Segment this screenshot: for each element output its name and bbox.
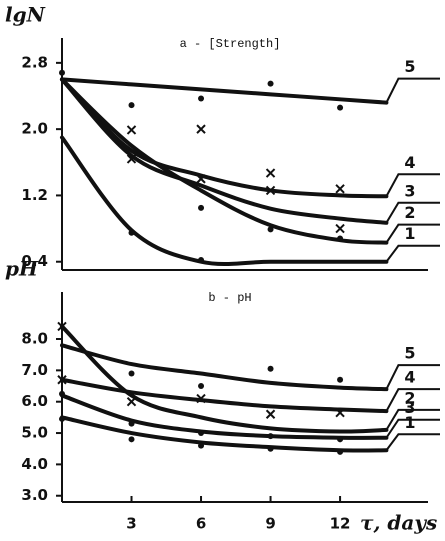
- point: [57, 375, 67, 385]
- label-leader: [385, 364, 440, 390]
- point: [128, 102, 135, 109]
- y-tick-label: 0.4: [21, 252, 48, 270]
- series-label: 5: [404, 344, 415, 363]
- point: [337, 448, 344, 455]
- point: [198, 95, 205, 102]
- point: [337, 376, 344, 383]
- label-leader: [385, 223, 440, 244]
- series-line: [60, 77, 389, 105]
- point: [335, 184, 345, 194]
- y-tick-label: 1.2: [21, 186, 48, 204]
- series-label: 2: [404, 203, 415, 222]
- series-label: 4: [404, 368, 415, 387]
- point: [267, 433, 274, 440]
- point: [128, 370, 135, 377]
- label-leader: [385, 388, 440, 412]
- y-tick-label: 6.0: [21, 392, 48, 410]
- series-label: 3: [404, 181, 415, 200]
- label-leader: [385, 244, 440, 263]
- y-tick-label: 5.0: [21, 424, 48, 442]
- label-leader: [385, 173, 440, 197]
- series-label: 1: [404, 413, 415, 432]
- y-tick-label: 4.0: [21, 455, 48, 473]
- point: [337, 235, 344, 242]
- y-tick-label: 2.0: [21, 120, 48, 138]
- series-label: 3: [404, 398, 415, 417]
- y-tick-label: 2.8: [21, 53, 48, 71]
- series-label: 5: [404, 57, 415, 76]
- series-line: [60, 77, 389, 199]
- point: [59, 415, 65, 422]
- point: [198, 204, 205, 211]
- point: [267, 226, 274, 233]
- x-tick-label: 9: [265, 515, 275, 533]
- point: [196, 124, 206, 134]
- y-tick-label: 8.0: [21, 330, 48, 348]
- point: [335, 223, 345, 234]
- point: [59, 390, 65, 397]
- point: [126, 154, 137, 164]
- series-label: 4: [404, 153, 415, 172]
- series-line: [60, 77, 389, 225]
- series-label: 2: [404, 388, 415, 407]
- point: [267, 445, 274, 452]
- label-leader: [385, 201, 440, 224]
- x-tick-label: 6: [196, 515, 206, 533]
- series-line: [60, 377, 389, 414]
- point: [128, 436, 135, 443]
- x-tick-label: 12: [330, 515, 351, 533]
- label-leader: [385, 77, 440, 104]
- label-leader: [385, 418, 440, 439]
- point: [196, 393, 206, 404]
- y-tick-label: 3.0: [21, 486, 48, 504]
- series-line: [60, 135, 389, 267]
- series-line: [60, 343, 389, 392]
- point: [337, 436, 344, 443]
- y-tick-label: 7.0: [21, 361, 48, 379]
- point: [335, 407, 345, 418]
- label-leader: [385, 433, 440, 451]
- point: [265, 409, 276, 419]
- series-label: 1: [404, 224, 415, 243]
- point: [59, 69, 65, 76]
- point: [128, 420, 135, 427]
- point: [126, 125, 137, 135]
- point: [126, 396, 137, 407]
- point: [128, 229, 135, 236]
- point: [198, 430, 205, 437]
- series-line: [60, 324, 389, 434]
- point: [198, 257, 205, 264]
- x-axis-label: τ, days: [360, 511, 437, 535]
- point: [265, 185, 276, 196]
- point: [198, 383, 205, 390]
- point: [198, 442, 205, 449]
- point: [337, 104, 344, 111]
- chart-title: a - [Strength]: [180, 37, 281, 51]
- chart-title: b - pH: [208, 291, 251, 305]
- label-leader: [385, 408, 440, 431]
- y-axis-label: lgN: [5, 3, 46, 27]
- y-axis-label: pH: [5, 257, 39, 281]
- point: [267, 365, 274, 372]
- point: [267, 80, 274, 87]
- point: [57, 321, 67, 332]
- point: [196, 174, 206, 184]
- x-tick-label: 3: [126, 515, 136, 533]
- point: [265, 168, 276, 178]
